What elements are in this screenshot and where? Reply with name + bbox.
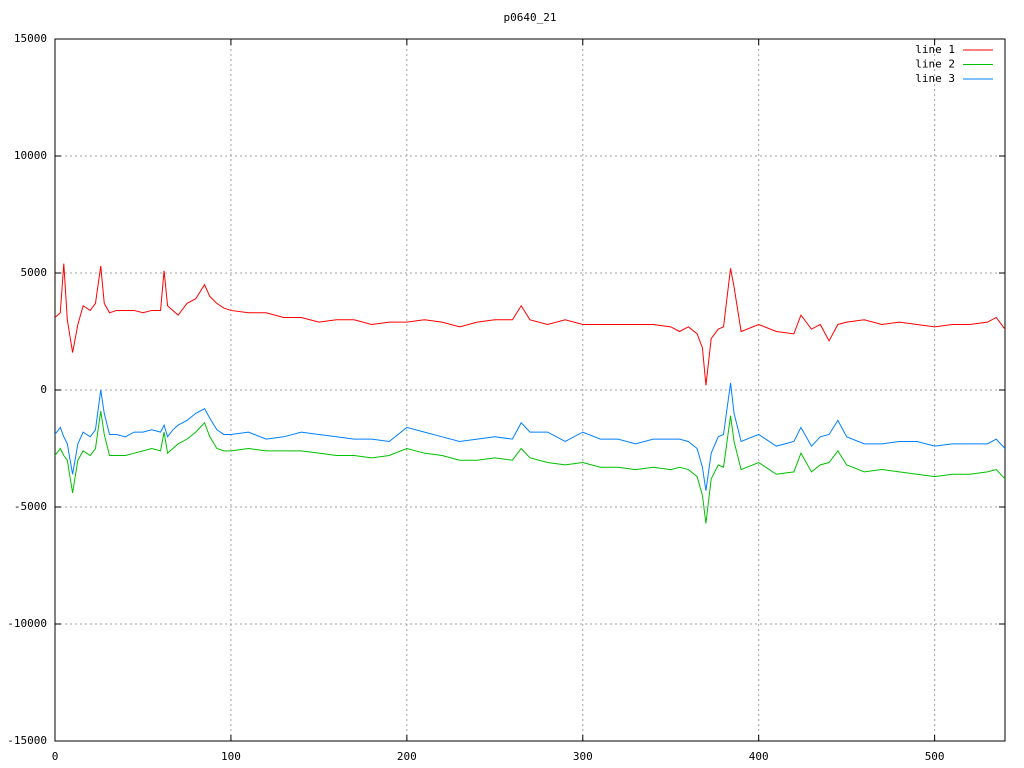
x-tick-label: 0 <box>52 750 59 763</box>
chart-title: p0640_21 <box>504 11 557 24</box>
legend-label: line 1 <box>915 43 955 56</box>
y-tick-label: 15000 <box>14 32 47 45</box>
legend-label: line 2 <box>915 58 955 71</box>
x-tick-label: 300 <box>573 750 593 763</box>
series-line <box>54 382 1006 491</box>
y-tick-label: 5000 <box>21 266 48 279</box>
x-tick-label: 500 <box>925 750 945 763</box>
plot-frame <box>54 38 1006 742</box>
y-tick-label: -10000 <box>7 617 47 630</box>
series-line <box>54 263 1006 386</box>
x-tick-label: 400 <box>749 750 769 763</box>
x-tick-label: 100 <box>221 750 241 763</box>
y-tick-label: 0 <box>40 383 47 396</box>
y-tick-label: -5000 <box>14 500 47 513</box>
y-tick-label: 10000 <box>14 149 47 162</box>
series-line <box>54 410 1006 524</box>
y-tick-label: -15000 <box>7 734 47 747</box>
legend-label: line 3 <box>915 72 955 85</box>
x-tick-label: 200 <box>397 750 417 763</box>
